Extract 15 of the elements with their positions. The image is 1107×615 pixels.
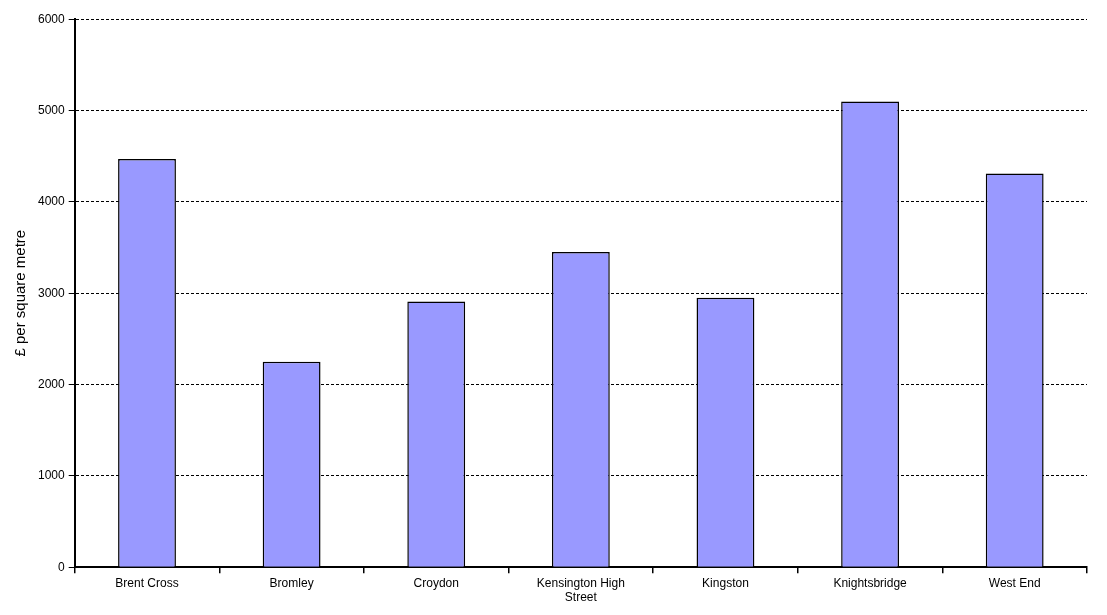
y-tick-label: 6000 — [37, 11, 66, 26]
y-tick-label: 5000 — [37, 102, 66, 117]
x-tick-label: West End — [988, 575, 1041, 590]
x-tick-label: Croydon — [413, 575, 459, 590]
y-tick-label: 0 — [58, 559, 66, 574]
y-tick-label: 1000 — [37, 468, 66, 483]
y-tick-label: 3000 — [37, 285, 66, 300]
x-tick-label: Bromley — [269, 575, 314, 590]
x-tick-label: Kingston — [702, 575, 749, 590]
y-tick-label: 2000 — [37, 376, 66, 391]
x-tick-label: Kensington High Street — [536, 575, 625, 605]
x-tick-label: Knightsbridge — [833, 575, 908, 590]
y-axis-title: £ per square metre — [11, 229, 29, 357]
y-tick-label: 4000 — [37, 194, 66, 209]
x-tick-label: Brent Cross — [115, 575, 179, 590]
